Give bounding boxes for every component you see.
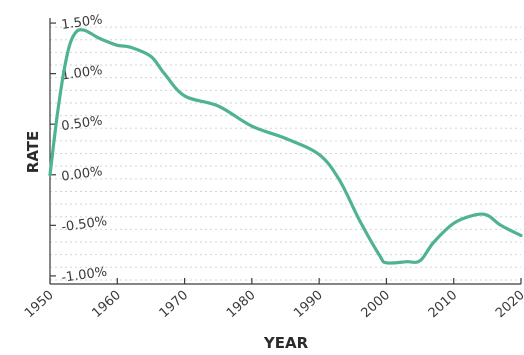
y-tick-label: 0.50% [60,114,103,135]
x-tick-labels: 1950 1960 1970 1980 1990 2000 2010 2020 [22,288,524,321]
x-axis-title: YEAR [263,334,309,352]
x-tick-label: 2020 [493,288,524,321]
y-tick-label: 1.00% [60,63,103,84]
x-tick-label: 1950 [22,288,57,321]
x-tick-label: 1990 [291,288,326,321]
rate-series-line [48,28,523,265]
x-tick-label: 1970 [157,288,192,321]
gridlines [50,26,521,281]
series [48,28,523,265]
y-tick-label: -0.50% [60,214,108,235]
y-axis-title: RATE [24,131,42,173]
y-tick-label: 1.50% [60,12,103,33]
y-tick-label: -1.00% [60,265,108,286]
x-tick-label: 2010 [426,288,461,321]
axes [49,18,522,285]
y-tick-label: 0.00% [60,164,103,185]
x-tick-label: 1960 [89,288,124,321]
y-tick-labels: 1.50% 1.00% 0.50% 0.00% -0.50% -1.00% [60,12,108,285]
x-tick-label: 1980 [224,288,259,321]
x-tick-label: 2000 [358,288,393,321]
